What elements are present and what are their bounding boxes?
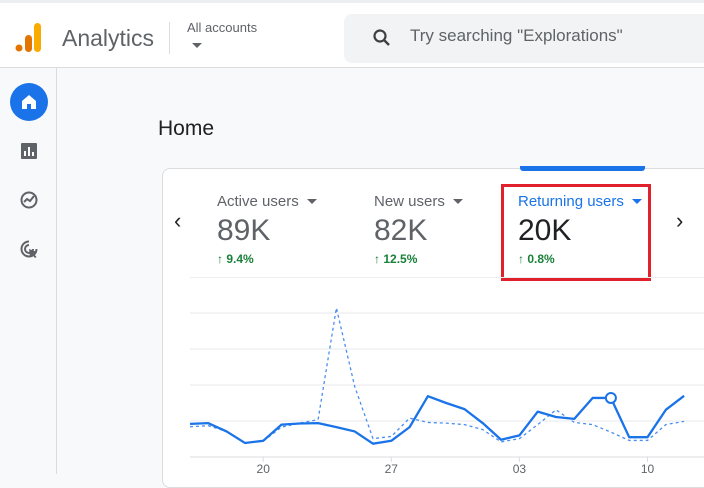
account-selector[interactable]: All accounts (187, 20, 258, 35)
arrow-up-icon: ↑ (518, 252, 524, 266)
previous-metrics-button[interactable]: ‹ (174, 208, 182, 233)
sidebar-item-explore[interactable] (10, 181, 48, 219)
sidebar-item-reports[interactable] (10, 132, 48, 170)
caret-down-icon[interactable] (306, 199, 317, 204)
metric-label: Active users (217, 193, 299, 210)
search-icon (373, 29, 390, 46)
metric-active-users[interactable]: Active users 89K ↑ 9.4% (217, 193, 317, 266)
analytics-logo-icon[interactable] (15, 21, 43, 53)
app-title: Analytics (62, 25, 155, 51)
metric-value: 89K (217, 214, 271, 247)
metric-change: 9.4% (226, 252, 254, 266)
sidebar-item-home[interactable] (10, 83, 48, 121)
selected-tab-indicator (520, 166, 645, 171)
caret-down-icon[interactable] (452, 199, 463, 204)
search-bar[interactable] (344, 14, 704, 63)
chevron-down-icon[interactable] (192, 43, 202, 48)
sidebar (0, 68, 57, 474)
metric-returning-users[interactable]: Returning users 20K ↑ 0.8% (518, 193, 642, 266)
bar-chart-icon (21, 143, 37, 159)
highlighted-data-point (604, 391, 617, 404)
target-cursor-icon (20, 240, 38, 258)
x-tick-label: 20 (257, 462, 271, 474)
x-tick-label: 27 (385, 462, 399, 474)
next-metrics-button[interactable]: › (676, 208, 684, 233)
metric-new-users[interactable]: New users 82K ↑ 12.5% (374, 193, 463, 266)
metric-value: 20K (518, 214, 572, 247)
sidebar-item-advertising[interactable] (10, 230, 48, 268)
top-bar: Analytics All accounts (0, 0, 704, 68)
page-title: Home (158, 117, 215, 140)
x-tick-label: 10 (641, 462, 655, 474)
explore-icon (20, 191, 38, 209)
divider (169, 22, 170, 54)
arrow-up-icon: ↑ (217, 252, 223, 266)
metrics-card (162, 168, 704, 488)
divider (190, 277, 704, 278)
caret-down-icon[interactable] (631, 199, 642, 204)
series-line-previous (190, 307, 685, 444)
arrow-up-icon: ↑ (374, 252, 380, 266)
x-tick-label: 03 (513, 462, 527, 474)
line-chart[interactable]: 20 27 03 10 (190, 300, 704, 474)
highlight-box (501, 184, 651, 281)
home-icon (22, 95, 36, 109)
metric-label: New users (374, 193, 445, 210)
metric-change: 0.8% (527, 252, 555, 266)
search-input[interactable] (410, 26, 704, 46)
metric-change: 12.5% (383, 252, 418, 266)
series-line-current (190, 394, 685, 445)
metric-label: Returning users (518, 193, 624, 210)
metric-value: 82K (374, 214, 428, 247)
